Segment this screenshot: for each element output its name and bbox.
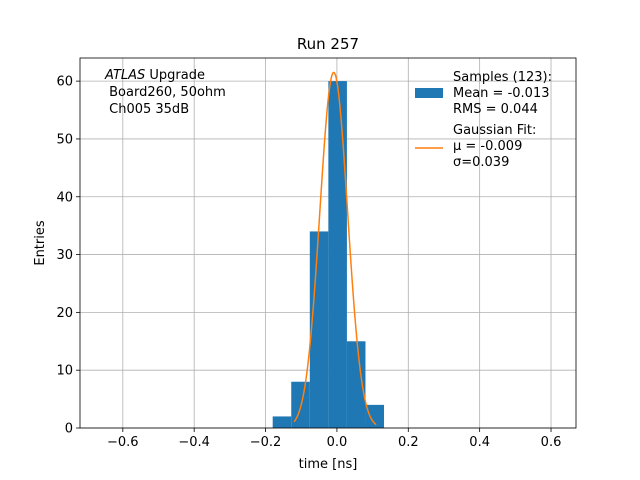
annotation-line-3: Ch005 35dB <box>105 102 189 117</box>
x-tick-label: 0.6 <box>541 435 562 450</box>
legend-samples-label: Mean = -0.013 <box>453 86 549 101</box>
histogram-bar <box>272 416 292 428</box>
histogram-bar <box>309 231 329 428</box>
annotation-atlas: ATLAS <box>104 68 145 83</box>
legend-samples-label: RMS = 0.044 <box>453 102 538 117</box>
histogram-bar <box>365 404 385 428</box>
y-tick-label: 0 <box>65 422 73 437</box>
y-tick-label: 40 <box>56 190 73 205</box>
x-tick-label: 0.0 <box>327 435 348 450</box>
legend: Samples (123): Mean = -0.013 RMS = 0.044… <box>415 70 552 170</box>
grid <box>80 58 576 429</box>
histogram-bar <box>328 81 347 428</box>
legend-fit-label: σ=0.039 <box>453 155 509 170</box>
y-tick-label: 60 <box>56 75 73 90</box>
x-tick-label: 0.4 <box>469 435 490 450</box>
legend-fit-label: Gaussian Fit: <box>453 123 536 138</box>
legend-samples-label: Samples (123): <box>453 70 552 85</box>
x-tick-label: 0.2 <box>398 435 419 450</box>
annotation-upgrade: Upgrade <box>145 68 205 83</box>
y-tick-label: 10 <box>56 364 73 379</box>
annotation-line-2: Board260, 50ohm <box>105 85 226 100</box>
x-tick-label: −0.2 <box>250 435 282 450</box>
x-axis-ticks: −0.6 −0.4 −0.2 0.0 0.2 0.4 0.6 <box>107 428 561 450</box>
x-tick-label: −0.6 <box>107 435 139 450</box>
y-tick-label: 30 <box>56 248 73 263</box>
legend-samples-swatch <box>415 88 443 98</box>
x-axis-label: time [ns] <box>299 457 358 472</box>
y-tick-label: 20 <box>56 306 73 321</box>
histogram-bar <box>346 341 366 428</box>
atlas-annotation: ATLAS Upgrade Board260, 50ohm Ch005 35dB <box>104 68 226 117</box>
gaussian-fit-curve <box>293 71 377 426</box>
y-tick-label: 50 <box>56 132 73 147</box>
annotation-line-1: ATLAS Upgrade <box>104 68 205 83</box>
histogram-bars <box>272 81 385 428</box>
x-tick-label: −0.4 <box>178 435 210 450</box>
legend-fit-label: μ = -0.009 <box>453 139 522 154</box>
y-axis-ticks: 0 10 20 30 40 50 60 <box>56 75 80 437</box>
y-axis-label: Entries <box>33 220 48 266</box>
chart-title: Run 257 <box>297 35 359 53</box>
plot-frame <box>79 57 577 429</box>
